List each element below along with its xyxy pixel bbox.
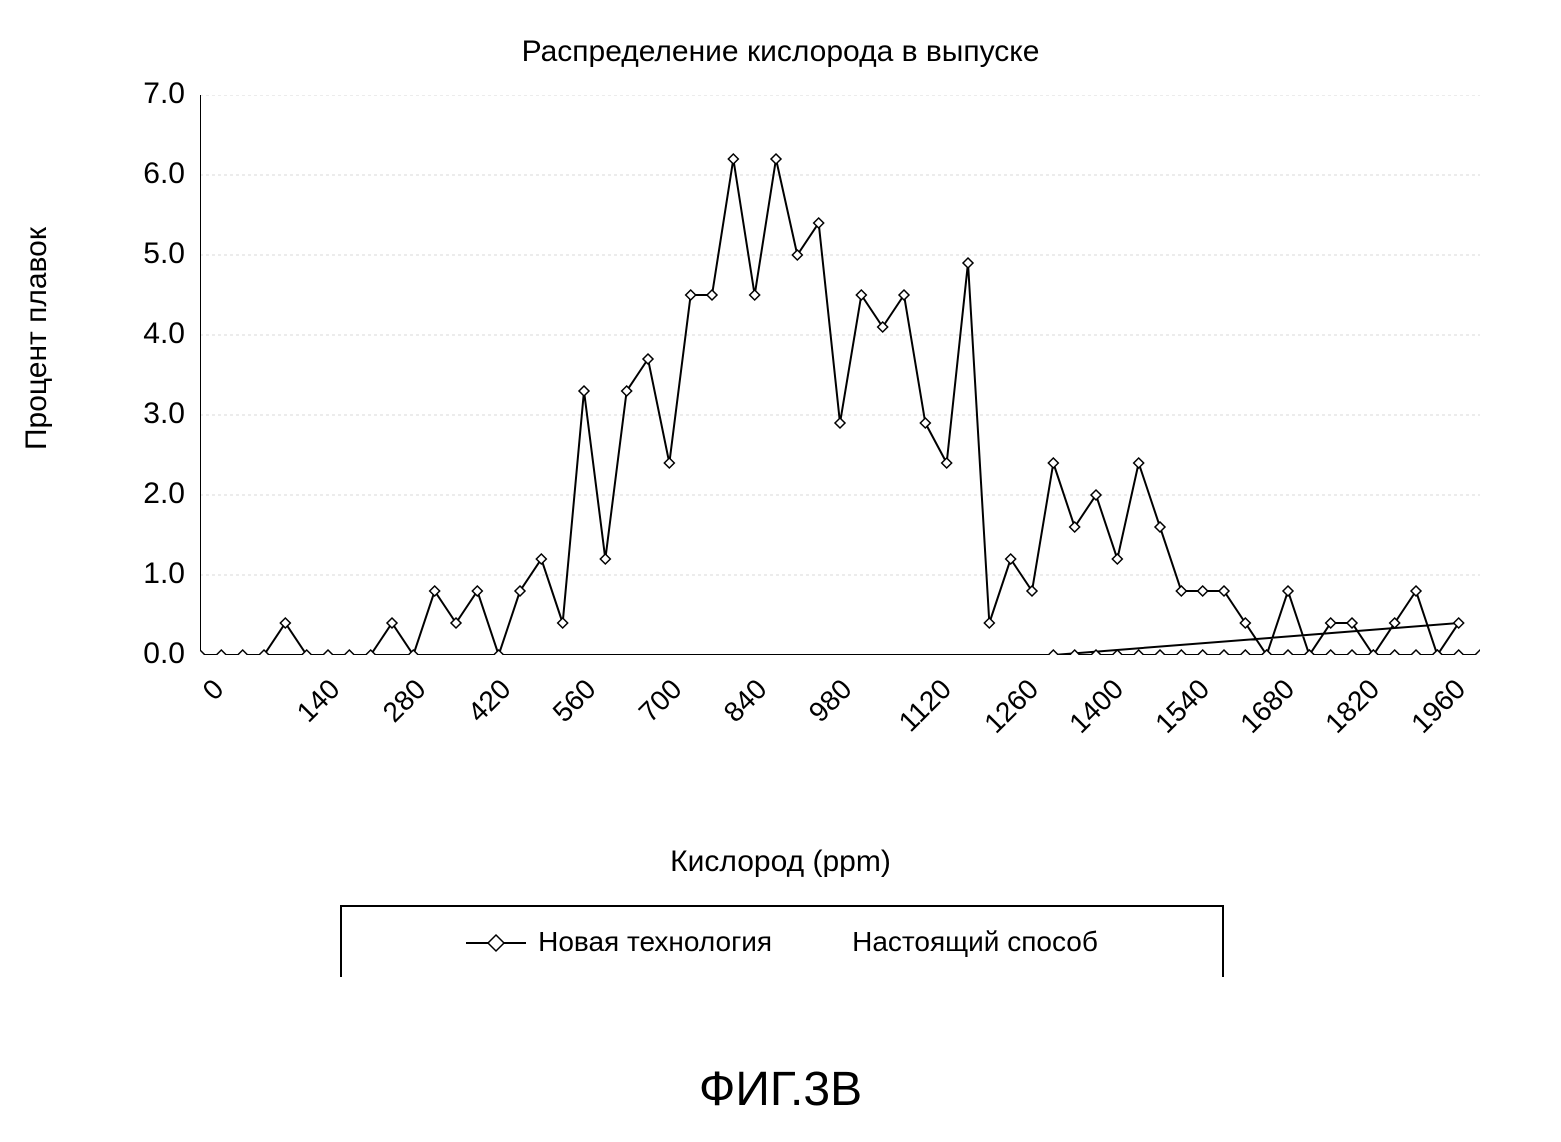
x-tick-label: 700	[632, 673, 688, 729]
chart-svg	[200, 95, 1480, 655]
y-axis-label: Процент плавок	[20, 227, 54, 450]
y-tick-label: 6.0	[125, 157, 185, 191]
y-tick-label: 2.0	[125, 477, 185, 511]
y-tick-label: 3.0	[125, 397, 185, 431]
legend: Новая технология Настоящий способ	[340, 905, 1224, 977]
y-tick-label: 1.0	[125, 557, 185, 591]
figure-container: Распределение кислорода в выпуске Процен…	[0, 0, 1561, 1142]
x-tick-label: 1960	[1405, 673, 1472, 740]
y-tick-label: 4.0	[125, 317, 185, 351]
x-tick-label: 1260	[978, 673, 1045, 740]
x-tick-label: 560	[547, 673, 603, 729]
x-tick-label: 980	[803, 673, 859, 729]
x-tick-label: 1680	[1234, 673, 1301, 740]
x-tick-label: 0	[197, 673, 231, 707]
legend-label-1: Новая технология	[538, 926, 772, 958]
x-tick-label: 1400	[1064, 673, 1131, 740]
x-tick-label: 420	[462, 673, 518, 729]
legend-marker-icon	[466, 930, 526, 954]
x-tick-label: 140	[291, 673, 347, 729]
x-tick-label: 1540	[1149, 673, 1216, 740]
x-axis-label: Кислород (ppm)	[0, 845, 1561, 879]
plot-area	[200, 95, 1480, 655]
legend-item-series2: Настоящий способ	[852, 926, 1098, 958]
x-tick-label: 840	[718, 673, 774, 729]
figure-caption: ФИГ.3В	[0, 1062, 1561, 1117]
x-tick-label: 1820	[1320, 673, 1387, 740]
chart-title: Распределение кислорода в выпуске	[0, 35, 1561, 69]
legend-item-series1: Новая технология	[466, 926, 772, 958]
x-tick-label: 280	[376, 673, 432, 729]
x-tick-label: 1120	[892, 673, 957, 738]
y-tick-label: 0.0	[125, 637, 185, 671]
y-tick-label: 7.0	[125, 77, 185, 111]
legend-label-2: Настоящий способ	[852, 926, 1098, 958]
y-tick-label: 5.0	[125, 237, 185, 271]
